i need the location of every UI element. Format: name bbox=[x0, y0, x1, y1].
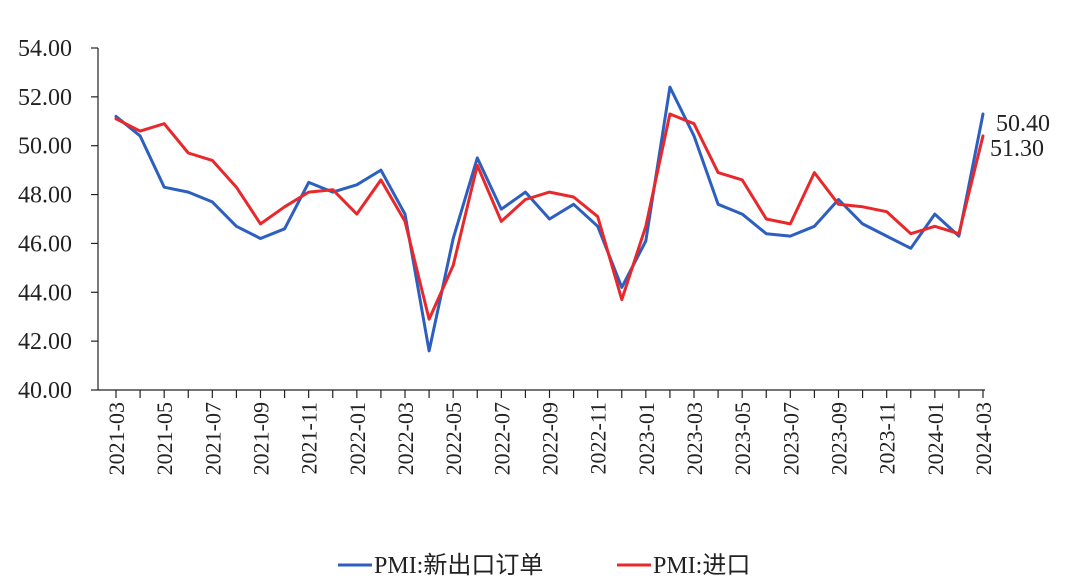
y-tick-label: 54.00 bbox=[18, 36, 72, 62]
x-tick-label: 2021-09 bbox=[249, 402, 274, 475]
x-tick-label: 2024-03 bbox=[971, 402, 996, 475]
x-axis: 2021-03 2021-05 2021-07 2021-09 2021-11 2022-… bbox=[98, 389, 996, 475]
x-tick-label: 2022-01 bbox=[345, 402, 370, 475]
series-lines bbox=[114, 85, 985, 353]
x-tick-label: 2021-05 bbox=[152, 402, 177, 475]
x-tick-label: 2021-07 bbox=[200, 402, 225, 475]
x-tick-label: 2022-03 bbox=[393, 402, 418, 475]
x-tick-label: 2022-07 bbox=[489, 402, 514, 475]
end-labels: 50.40 51.30 bbox=[990, 111, 1050, 162]
y-tick-label: 44.00 bbox=[18, 280, 72, 306]
x-tick-label: 2023-03 bbox=[682, 402, 707, 475]
y-tick-label: 46.00 bbox=[18, 231, 72, 257]
legend-label-imports: PMI:进口 bbox=[653, 553, 750, 579]
y-tick-label: 48.00 bbox=[18, 183, 72, 209]
end-label-2: 51.30 bbox=[990, 136, 1044, 162]
x-tick-label: 2022-11 bbox=[586, 402, 611, 475]
x-tick-label: 2023-09 bbox=[827, 402, 852, 475]
end-label-1: 50.40 bbox=[996, 111, 1050, 137]
x-tick-label: 2023-05 bbox=[730, 402, 755, 475]
y-tick-label: 40.00 bbox=[18, 378, 72, 404]
x-tick-label: 2022-05 bbox=[441, 402, 466, 475]
y-axis: 40.00 42.00 44.00 46.00 48.00 50.00 52.00 54.00 bbox=[18, 36, 99, 404]
y-tick-label: 42.00 bbox=[18, 329, 72, 355]
x-tick-label: 2023-01 bbox=[634, 402, 659, 475]
legend: PMI:新出口订单 PMI:进口 bbox=[338, 552, 750, 579]
y-tick-label: 50.00 bbox=[18, 134, 72, 160]
x-tick-label: 2023-11 bbox=[875, 402, 900, 475]
x-tick-label: 2024-01 bbox=[923, 402, 948, 475]
series-line-2 bbox=[114, 112, 985, 321]
x-tick-label: 2023-07 bbox=[778, 402, 803, 475]
x-tick-label: 2021-03 bbox=[104, 402, 129, 475]
legend-label-new-export-orders: PMI:新出口订单 bbox=[374, 552, 543, 579]
x-tick-label: 2021-11 bbox=[297, 402, 322, 475]
y-tick-label: 52.00 bbox=[18, 85, 72, 111]
x-tick-label: 2022-09 bbox=[538, 402, 563, 475]
